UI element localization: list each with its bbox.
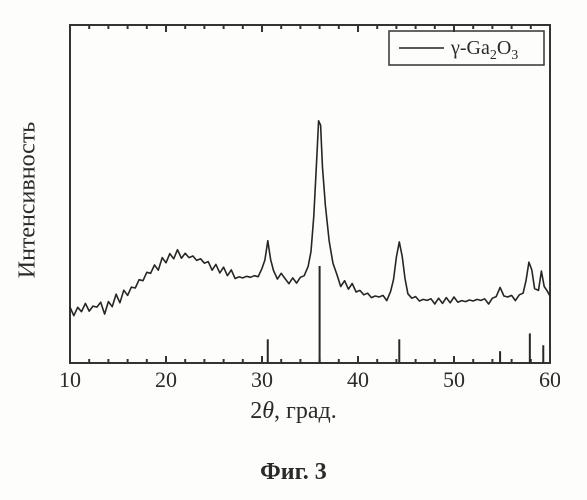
svg-text:40: 40 [347, 367, 369, 392]
xlabel-theta: θ [262, 398, 274, 424]
xlabel-suffix: , град. [274, 398, 337, 424]
figure-page: Интенсивность 10 20 30 40 50 60 γ-Ga2O3 2θ, гр… [0, 0, 587, 500]
figure-caption: Фиг. 3 [0, 459, 587, 486]
svg-text:γ-Ga2O3: γ-Ga2O3 [450, 37, 518, 63]
y-axis-label: Интенсивность [15, 122, 42, 279]
svg-text:30: 30 [251, 367, 273, 392]
svg-text:20: 20 [155, 367, 177, 392]
x-axis-label: 2θ, град. [0, 398, 587, 425]
xlabel-prefix: 2 [250, 398, 262, 424]
svg-text:50: 50 [443, 367, 465, 392]
xrd-plot: 10 20 30 40 50 60 γ-Ga2O3 [60, 15, 560, 400]
svg-text:60: 60 [539, 367, 560, 392]
svg-text:10: 10 [60, 367, 81, 392]
